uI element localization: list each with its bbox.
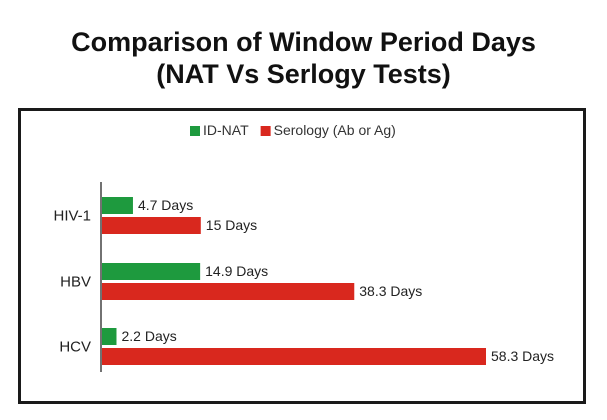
bar-1-1 <box>102 283 355 300</box>
chart-title: Comparison of Window Period Days (NAT Vs… <box>0 26 607 90</box>
y-axis: HIV-1 HBV HCV <box>53 182 102 372</box>
data-label-2-0: 2.2 Days <box>121 328 176 344</box>
legend: ID-NAT Serology (Ab or Ag) <box>190 122 396 138</box>
legend-swatch-0 <box>190 126 200 136</box>
data-label-0-1: 15 Days <box>206 217 257 233</box>
legend-label-0: ID-NAT <box>203 122 249 138</box>
bar-0-1 <box>102 217 201 234</box>
legend-label-1: Serology (Ab or Ag) <box>274 122 396 138</box>
bar-2-1 <box>102 348 486 365</box>
data-label-1-1: 38.3 Days <box>359 283 422 299</box>
data-label-1-0: 14.9 Days <box>205 263 268 279</box>
title-line-1: Comparison of Window Period Days <box>71 27 536 57</box>
category-label-0: HIV-1 <box>53 208 91 225</box>
bars: 4.7 Days 15 Days 14.9 Days 38.3 Days 2.2 Day… <box>102 197 554 365</box>
bar-2-0 <box>102 328 117 345</box>
data-label-0-0: 4.7 Days <box>138 197 193 213</box>
legend-swatch-1 <box>260 126 271 136</box>
bar-0-0 <box>102 197 133 214</box>
title-line-2: (NAT Vs Serlogy Tests) <box>156 59 451 89</box>
bar-1-0 <box>102 263 201 280</box>
data-label-2-1: 58.3 Days <box>491 348 554 364</box>
category-label-1: HBV <box>60 274 91 291</box>
category-label-2: HCV <box>59 339 91 356</box>
